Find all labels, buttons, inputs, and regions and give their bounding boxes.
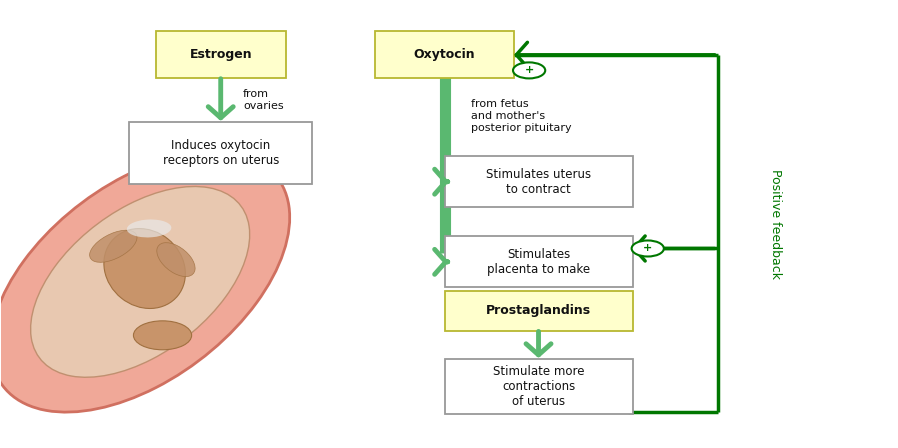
Text: +: + <box>643 243 652 254</box>
Text: Prostaglandins: Prostaglandins <box>486 304 591 317</box>
Text: Stimulates
placenta to make: Stimulates placenta to make <box>487 248 590 276</box>
Ellipse shape <box>104 228 185 309</box>
Ellipse shape <box>157 243 195 276</box>
FancyBboxPatch shape <box>445 156 632 207</box>
Ellipse shape <box>134 321 191 350</box>
FancyBboxPatch shape <box>445 291 632 331</box>
Text: Induces oxytocin
receptors on uterus: Induces oxytocin receptors on uterus <box>163 139 279 167</box>
Text: Stimulate more
contractions
of uterus: Stimulate more contractions of uterus <box>493 365 585 408</box>
Circle shape <box>513 62 545 78</box>
FancyBboxPatch shape <box>156 31 286 78</box>
Ellipse shape <box>127 220 172 237</box>
Text: +: + <box>524 65 533 75</box>
Text: from
ovaries: from ovaries <box>243 89 284 111</box>
FancyBboxPatch shape <box>375 31 514 78</box>
Text: Stimulates uterus
to contract: Stimulates uterus to contract <box>486 168 591 196</box>
Ellipse shape <box>0 155 286 409</box>
FancyBboxPatch shape <box>445 236 632 288</box>
Text: Estrogen: Estrogen <box>189 48 252 61</box>
Text: Positive feedback: Positive feedback <box>770 169 782 279</box>
Text: Oxytocin: Oxytocin <box>414 48 475 61</box>
Text: from fetus
and mother's
posterior pituitary: from fetus and mother's posterior pituit… <box>471 99 572 133</box>
FancyBboxPatch shape <box>129 121 313 184</box>
Ellipse shape <box>90 230 137 263</box>
Ellipse shape <box>0 153 288 410</box>
Ellipse shape <box>31 186 250 377</box>
FancyBboxPatch shape <box>445 359 632 414</box>
Ellipse shape <box>0 151 290 412</box>
Circle shape <box>631 241 664 257</box>
